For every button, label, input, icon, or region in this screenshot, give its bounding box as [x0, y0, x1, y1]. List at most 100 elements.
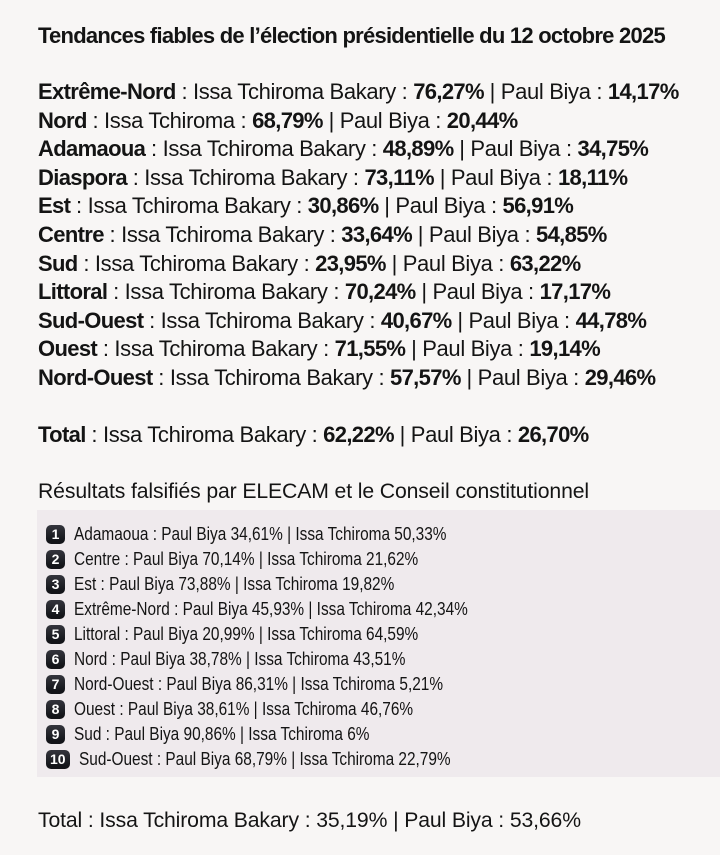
region-label: Centre	[38, 221, 104, 247]
separator-colon: :	[558, 307, 576, 333]
candidate-b-name: Paul Biya	[500, 79, 591, 104]
keycap-number-icon: 6	[46, 649, 65, 669]
region-result-row: Ouest : Issa Tchiroma Bakary : 71,55% | …	[38, 335, 720, 364]
candidate-b-name: Issa Tchiroma	[243, 573, 343, 594]
candidate-b-name: Paul Biya	[339, 107, 430, 133]
region-label: Ouest	[38, 336, 98, 362]
candidate-b-score: 44,78%	[575, 307, 647, 333]
candidate-a-score: 73,88%	[178, 573, 231, 594]
candidate-b-name: Issa Tchiroma	[248, 723, 348, 744]
candidate-b-name: Paul Biya	[477, 364, 568, 390]
separator-colon: :	[77, 250, 95, 276]
separator-pipe: |	[451, 307, 469, 333]
separator-colon: :	[120, 623, 134, 644]
separator-colon: :	[103, 221, 122, 247]
candidate-b-name: Paul Biya	[450, 164, 541, 190]
falsified-result-row: 6 Nord : Paul Biya 38,78% | Issa Tchiroma…	[46, 647, 720, 672]
keycap-number-icon: 3	[46, 574, 65, 594]
candidate-a-name: Issa Tchiroma Bakary	[102, 421, 306, 447]
region-label: Sud-Ouest	[38, 307, 144, 333]
candidate-a-score: 71,55%	[334, 336, 406, 362]
candidate-b-name: Issa Tchiroma	[295, 523, 395, 544]
region-result-row: Nord-Ouest : Issa Tchiroma Bakary : 57,5…	[38, 364, 720, 393]
separator-pipe: |	[405, 336, 423, 362]
separator-colon: :	[86, 107, 105, 133]
falsified-row-text: Littoral : Paul Biya 20,99% | Issa Tchir…	[74, 624, 418, 645]
separator-colon: :	[115, 698, 128, 719]
falsified-row-text: Extrême-Nord : Paul Biya 45,93% | Issa T…	[74, 599, 468, 620]
separator-pipe: |	[385, 250, 403, 276]
falsified-heading: Résultats falsifiés par ELECAM et le Con…	[38, 480, 589, 504]
region-label: Adamaoua	[38, 136, 146, 162]
candidate-a-name: Issa Tchiroma Bakary	[192, 79, 396, 104]
falsified-results-list: 1 Adamaoua : Paul Biya 34,61% | Issa Tchi…	[46, 522, 720, 772]
region-label: Nord	[74, 648, 108, 669]
region-label: Adamaoua	[74, 523, 149, 544]
separator-pipe: |	[254, 623, 268, 644]
region-result-row: Diaspora : Issa Tchiroma Bakary : 73,11%…	[38, 164, 720, 193]
candidate-a-score: 30,86%	[307, 193, 379, 219]
candidate-a-name: Paul Biya	[114, 723, 184, 744]
falsified-row-text: Nord-Ouest : Paul Biya 86,31% | Issa Tch…	[74, 674, 443, 695]
candidate-a-score: 20,99%	[202, 623, 255, 644]
separator-colon: :	[297, 250, 316, 276]
candidate-b-score: 42,34%	[415, 598, 468, 619]
separator-pipe: |	[453, 136, 471, 162]
separator-colon: :	[70, 193, 88, 219]
separator-colon: :	[485, 193, 503, 219]
falsified-result-row: 1 Adamaoua : Paul Biya 34,61% | Issa Tchi…	[46, 522, 720, 547]
candidate-a-score: 70,24%	[344, 279, 416, 305]
candidate-a-name: Paul Biya	[164, 748, 235, 769]
candidate-a-name: Paul Biya	[133, 548, 203, 569]
region-label: Littoral	[38, 279, 108, 305]
candidate-a-name: Paul Biya	[109, 573, 179, 594]
falsified-row-text: Est : Paul Biya 73,88% | Issa Tchiroma 1…	[74, 574, 394, 595]
keycap-number-icon: 2	[46, 549, 65, 569]
separator-pipe: |	[322, 107, 340, 133]
separator-colon: :	[500, 421, 518, 447]
region-label: Sud-Ouest	[78, 748, 153, 769]
candidate-b-score: 21,62%	[366, 548, 419, 569]
separator-colon: :	[145, 136, 163, 162]
candidate-b-score: 22,79%	[397, 748, 451, 769]
separator-colon: :	[363, 307, 381, 333]
region-label: Est	[74, 573, 97, 594]
region-label: Extrême-Nord	[74, 598, 170, 619]
keycap-number-icon: 4	[46, 599, 65, 619]
separator-colon: :	[590, 79, 608, 104]
separator-colon: :	[96, 573, 110, 594]
candidate-b-score: 43,51%	[353, 648, 406, 669]
falsified-result-row: 4 Extrême-Nord : Paul Biya 45,93% | Issa …	[46, 597, 720, 622]
separator-pipe: |	[249, 698, 262, 719]
candidate-b-score: 64,59%	[366, 623, 419, 644]
separator-colon: :	[175, 79, 193, 104]
separator-pipe: |	[412, 221, 429, 247]
falsified-result-row: 8 Ouest : Paul Biya 38,61% | Issa Tchirom…	[46, 697, 720, 722]
candidate-b-name: Issa Tchiroma	[261, 698, 361, 719]
candidate-b-name: Issa Tchiroma	[316, 598, 416, 619]
candidate-b-score: 14,17%	[607, 79, 679, 104]
candidate-b-name: Issa Tchiroma	[300, 673, 400, 694]
region-label: Sud	[38, 250, 78, 276]
candidate-b-score: 5,21%	[399, 673, 444, 694]
candidate-b-score: 18,11%	[557, 164, 628, 190]
separator-pipe: |	[241, 648, 255, 669]
candidate-a-score: 73,11%	[364, 164, 434, 190]
candidate-b-name: Paul Biya	[404, 809, 493, 833]
candidate-b-score: 20,44%	[446, 107, 518, 133]
total-label: Total	[38, 809, 83, 833]
candidate-a-score: 90,86%	[183, 723, 236, 744]
region-label: Nord-Ouest	[74, 673, 154, 694]
separator-colon: :	[324, 221, 342, 247]
separator-colon: :	[298, 809, 317, 833]
candidate-b-score: 54,85%	[536, 221, 607, 247]
separator-colon: :	[234, 107, 253, 133]
falsified-row-text: Nord : Paul Biya 38,78% | Issa Tchiroma …	[74, 649, 405, 670]
candidate-a-score: 35,19%	[316, 809, 388, 833]
separator-colon: :	[126, 164, 145, 190]
separator-pipe: |	[460, 364, 478, 390]
region-result-row: Littoral : Issa Tchiroma Bakary : 70,24%…	[38, 278, 720, 307]
separator-colon: :	[148, 523, 162, 544]
falsified-result-row: 9 Sud : Paul Biya 90,86% | Issa Tchiroma …	[46, 722, 720, 747]
separator-colon: :	[522, 279, 540, 305]
